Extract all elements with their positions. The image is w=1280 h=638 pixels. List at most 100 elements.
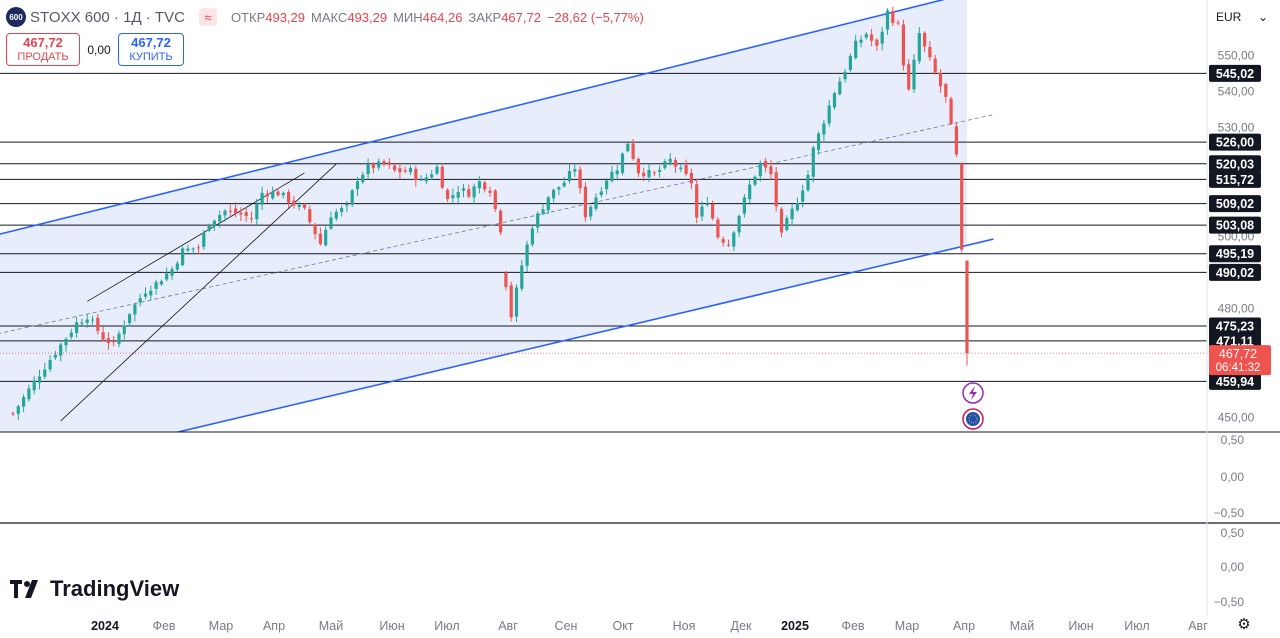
oscillator-tick-label: −0,50 bbox=[1214, 595, 1245, 609]
low-label: МИН bbox=[393, 9, 423, 25]
candle-body bbox=[297, 204, 301, 207]
level-tag-label: 526,00 bbox=[1216, 136, 1254, 150]
tradingview-logo[interactable]: TradingView bbox=[10, 576, 179, 602]
candle-body bbox=[234, 208, 238, 214]
symbol-title[interactable]: STOXX 600 · 1Д · TVC bbox=[30, 8, 185, 26]
candle-body bbox=[933, 58, 937, 73]
eu-flag-disc bbox=[966, 412, 980, 426]
candle-body bbox=[414, 168, 418, 181]
candle-body bbox=[536, 213, 540, 228]
candle-body bbox=[552, 189, 556, 199]
candle-body bbox=[753, 176, 757, 185]
candle-body bbox=[37, 376, 42, 383]
candle-body bbox=[737, 215, 741, 233]
candle-body bbox=[223, 210, 227, 216]
currency-select[interactable]: EUR ⌄ bbox=[1212, 6, 1272, 28]
candle-body bbox=[764, 160, 768, 168]
close-label: ЗАКР bbox=[468, 9, 502, 25]
level-tag-label: 471,11 bbox=[1216, 334, 1254, 348]
candle-body bbox=[573, 169, 577, 172]
level-tag bbox=[1209, 170, 1261, 188]
candle-body bbox=[302, 204, 307, 208]
candle-body bbox=[716, 219, 720, 238]
level-tag-label: 545,02 bbox=[1216, 67, 1254, 81]
sell-button[interactable]: 467,72 ПРОДАТЬ bbox=[6, 33, 80, 66]
candle-body bbox=[154, 282, 158, 289]
candle-body bbox=[329, 217, 333, 229]
level-tag-label: 520,03 bbox=[1216, 157, 1254, 171]
candle-body bbox=[583, 186, 587, 218]
candle-body bbox=[408, 168, 413, 173]
sell-label: ПРОДАТЬ bbox=[17, 50, 69, 63]
time-axis-label: Май bbox=[319, 619, 344, 633]
candle-body bbox=[80, 322, 84, 324]
candle-body bbox=[228, 210, 232, 212]
candle-body bbox=[615, 170, 619, 175]
candle-body bbox=[864, 34, 868, 38]
countdown-label: 06:41:32 bbox=[1216, 362, 1261, 374]
candle-body bbox=[133, 304, 137, 315]
buy-button[interactable]: 467,72 КУПИТЬ bbox=[118, 33, 184, 66]
candle-body bbox=[128, 314, 132, 324]
candle-body bbox=[493, 190, 497, 209]
lightning-glyph bbox=[969, 386, 977, 400]
buy-price: 467,72 bbox=[131, 34, 171, 50]
candle-body bbox=[589, 206, 593, 217]
candle-body bbox=[461, 188, 466, 191]
current-price-tag bbox=[1209, 345, 1271, 376]
gear-icon[interactable]: ⚙ bbox=[1237, 616, 1251, 633]
candle-body bbox=[85, 319, 89, 323]
candle-body bbox=[827, 105, 831, 124]
price-tick-label: 450,00 bbox=[1218, 410, 1255, 424]
candle-body bbox=[398, 168, 402, 173]
candle-body bbox=[965, 260, 969, 354]
candle-body bbox=[149, 290, 153, 296]
candle-body bbox=[605, 180, 609, 190]
wave-icon[interactable]: ≈ bbox=[198, 8, 217, 26]
candle-body bbox=[350, 190, 354, 205]
candle-body bbox=[32, 380, 36, 391]
level-tag-label: 490,02 bbox=[1216, 266, 1254, 280]
candle-body bbox=[779, 208, 784, 233]
candle-body bbox=[191, 248, 195, 250]
candle-body bbox=[483, 182, 487, 190]
price-tick-label: 540,00 bbox=[1218, 85, 1255, 99]
candle-body bbox=[954, 126, 958, 155]
time-axis-label: Июн bbox=[1068, 619, 1093, 633]
candle-body bbox=[758, 162, 762, 176]
candle-body bbox=[795, 203, 799, 211]
chart-header: 600 STOXX 600 · 1Д · TVC ≈ ОТКР 493,29 М… bbox=[6, 6, 650, 28]
candle-body bbox=[393, 165, 397, 171]
candle-body bbox=[530, 228, 534, 245]
candle-body bbox=[244, 212, 248, 217]
candle-body bbox=[106, 338, 110, 344]
buy-label: КУПИТЬ bbox=[129, 50, 173, 63]
candle-body bbox=[318, 233, 322, 244]
candle-body bbox=[885, 10, 890, 30]
level-tag-label: 459,94 bbox=[1216, 375, 1254, 389]
candle-body bbox=[620, 153, 625, 173]
candle-body bbox=[334, 211, 338, 219]
candle-body bbox=[923, 32, 927, 47]
trade-panel: 467,72 ПРОДАТЬ 0,00 467,72 КУПИТЬ bbox=[6, 33, 184, 66]
candle-body bbox=[785, 218, 789, 231]
candle-body bbox=[774, 172, 778, 207]
candle-body bbox=[435, 166, 439, 174]
candle-body bbox=[75, 322, 79, 333]
candle-body bbox=[689, 172, 693, 184]
candle-body bbox=[870, 34, 874, 41]
candle-body bbox=[27, 388, 31, 400]
time-axis-label: Фев bbox=[152, 619, 175, 633]
close-value: 467,72 bbox=[501, 9, 541, 25]
candle-body bbox=[472, 186, 476, 198]
candle-body bbox=[642, 172, 646, 177]
oscillator-tick-label: 0,50 bbox=[1221, 433, 1245, 447]
candle-body bbox=[48, 360, 52, 370]
level-tag bbox=[1209, 155, 1261, 173]
candle-body bbox=[202, 232, 206, 247]
oscillator-tick-label: 0,50 bbox=[1221, 526, 1245, 540]
candle-body bbox=[514, 287, 519, 317]
level-tag bbox=[1209, 372, 1261, 390]
candle-body bbox=[212, 220, 216, 227]
